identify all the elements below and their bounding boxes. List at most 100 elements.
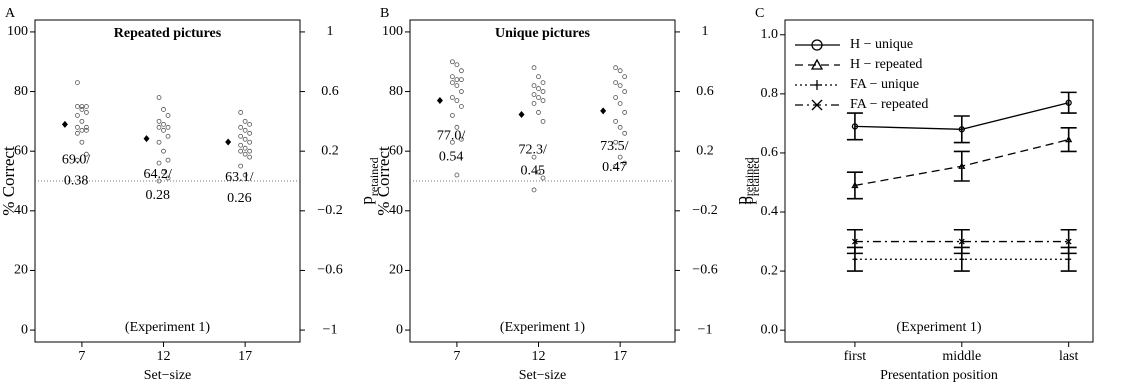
data-point xyxy=(79,118,85,124)
data-point xyxy=(247,148,253,154)
x-tick-label: 7 xyxy=(78,349,85,364)
data-point xyxy=(75,80,80,86)
legend-label: FA − unique xyxy=(850,77,919,92)
data-point xyxy=(617,83,623,88)
data-point xyxy=(247,130,253,136)
marker xyxy=(1065,135,1073,143)
data-point xyxy=(617,124,623,130)
data-point xyxy=(540,98,546,103)
panel-title: Unique pictures xyxy=(495,26,591,41)
x-tick-label: 12 xyxy=(157,349,171,364)
data-point xyxy=(540,89,546,94)
annotation: (Experiment 1) xyxy=(500,320,585,335)
data-point xyxy=(450,74,455,80)
y-tick-label: 0.6 xyxy=(761,145,779,160)
data-point xyxy=(617,154,623,160)
data-point xyxy=(450,95,455,100)
data-point xyxy=(613,65,619,71)
marker xyxy=(851,181,859,189)
p-retained-label: 0.28 xyxy=(146,188,171,203)
data-point xyxy=(247,139,253,145)
mean-label: 77.0/ xyxy=(437,129,466,144)
data-point xyxy=(242,127,248,133)
x-tick-label: 7 xyxy=(453,349,460,364)
data-point xyxy=(613,80,619,86)
data-point xyxy=(536,74,541,80)
data-point xyxy=(161,127,166,133)
mean-marker xyxy=(518,111,525,119)
data-point xyxy=(238,148,244,154)
mean-marker xyxy=(143,135,150,143)
y-tick-label: 100 xyxy=(7,24,28,39)
data-point xyxy=(75,104,80,109)
data-point xyxy=(531,83,537,88)
data-point xyxy=(622,74,628,80)
data-point xyxy=(613,95,619,100)
legend-label: FA − repeated xyxy=(850,97,928,112)
data-point xyxy=(622,130,628,136)
data-point xyxy=(247,154,253,160)
data-point xyxy=(540,80,546,86)
marker xyxy=(959,256,965,262)
marker xyxy=(852,256,858,262)
data-point xyxy=(156,95,162,100)
data-point xyxy=(84,151,89,157)
data-point xyxy=(540,118,546,124)
data-point xyxy=(459,77,464,83)
data-point xyxy=(238,110,244,115)
panel-label: C xyxy=(755,6,764,21)
data-point xyxy=(84,104,89,109)
marker xyxy=(811,39,823,51)
marker xyxy=(958,162,966,169)
data-point xyxy=(454,62,460,68)
y2-tick-label: 1 xyxy=(327,24,334,39)
data-point xyxy=(156,124,162,130)
y-tick-label: 0.4 xyxy=(761,204,779,219)
data-point xyxy=(156,178,162,184)
y-tick-label: 100 xyxy=(382,24,403,39)
data-point xyxy=(531,92,537,97)
y2-axis-label-main: p xyxy=(357,196,376,205)
data-point xyxy=(242,172,248,178)
data-point xyxy=(450,59,455,65)
marker xyxy=(851,123,859,130)
data-point xyxy=(75,157,80,163)
y2-axis-label: pretained xyxy=(732,157,756,204)
x-axis-label: Presentation position xyxy=(880,368,998,383)
y-tick-label: 40 xyxy=(389,203,403,218)
y2-tick-label: −1 xyxy=(323,322,338,337)
panel-label: A xyxy=(5,6,16,21)
y-tick-label: 80 xyxy=(389,84,403,99)
mean-label: 63.1/ xyxy=(225,170,254,185)
y2-tick-label: −1 xyxy=(698,322,713,337)
y2-tick-label: 1 xyxy=(702,24,709,39)
data-point xyxy=(161,121,166,127)
error-bar xyxy=(953,150,970,182)
x-tick-label: 17 xyxy=(238,349,252,364)
marker xyxy=(812,80,822,90)
error-bar xyxy=(1060,127,1077,153)
x-axis-label: Set−size xyxy=(519,368,567,383)
data-point xyxy=(531,154,537,160)
x-tick-label: last xyxy=(1059,349,1079,364)
mean-marker xyxy=(225,138,232,146)
marker xyxy=(1066,256,1072,262)
marker xyxy=(810,58,824,70)
data-point xyxy=(84,127,89,133)
data-point xyxy=(242,151,248,157)
data-point xyxy=(454,77,460,83)
data-point xyxy=(242,118,248,124)
panel-title: Repeated pictures xyxy=(114,26,222,41)
y-tick-label: 0.0 xyxy=(761,322,779,337)
y2-tick-label: 0.6 xyxy=(696,84,714,99)
marker xyxy=(958,126,965,133)
p-retained-label: 0.38 xyxy=(64,174,89,189)
data-point xyxy=(238,163,244,169)
data-point xyxy=(156,160,162,166)
data-point xyxy=(536,86,541,91)
y-tick-label: 60 xyxy=(389,143,403,158)
x-tick-label: 17 xyxy=(613,349,627,364)
mean-label: 69.0/ xyxy=(62,153,91,168)
data-point xyxy=(75,130,80,136)
